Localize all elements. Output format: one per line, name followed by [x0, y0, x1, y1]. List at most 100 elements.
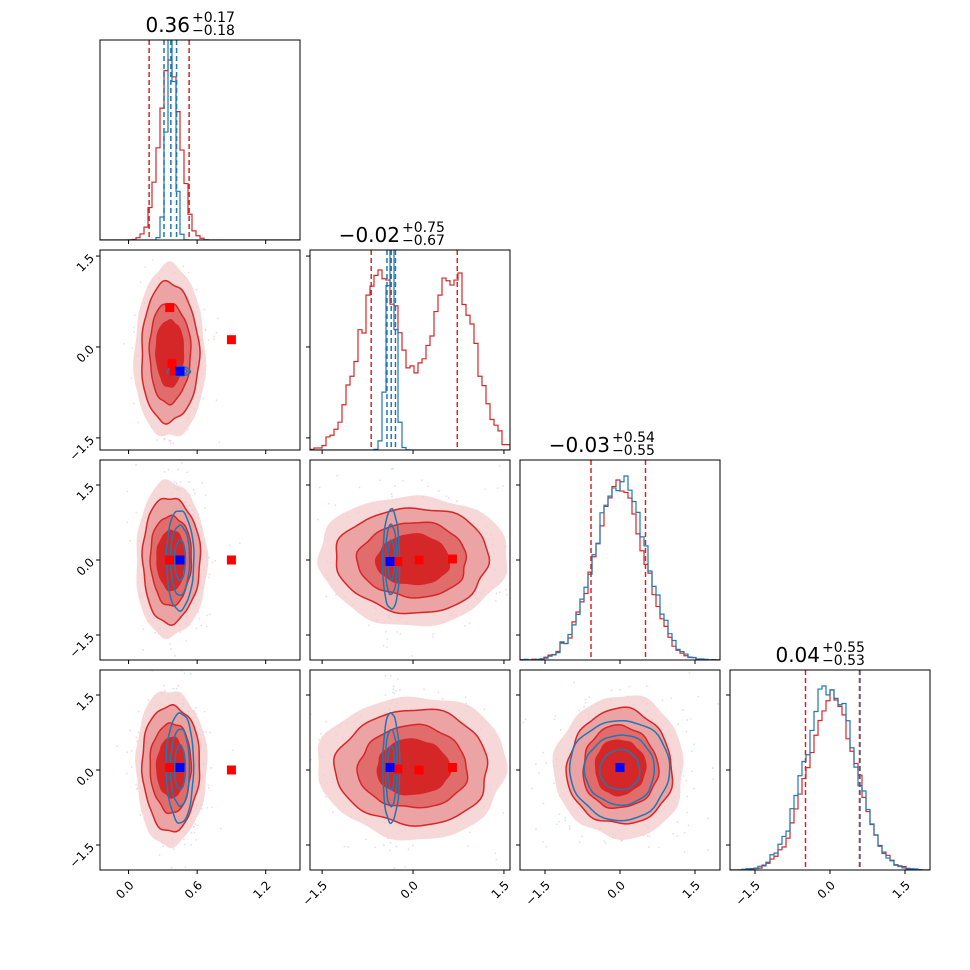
panel-2d-1-0: [123, 242, 236, 445]
posterior-sample-point: [130, 749, 133, 752]
reference-sample-point: [392, 688, 395, 691]
reference-sample-point: [205, 614, 208, 617]
posterior-sample-point: [318, 738, 320, 741]
posterior-sample-point: [174, 242, 176, 244]
posterior-sample-point: [522, 777, 524, 779]
y-tick-label: 1.5: [74, 251, 97, 274]
posterior-sample-point: [126, 490, 129, 493]
reference-contour-line: [166, 365, 192, 377]
posterior-sample-point: [343, 845, 346, 848]
y-tick-label: 1.5: [74, 690, 97, 713]
posterior-sample-point: [116, 745, 119, 748]
x-tick-label: −1.5: [733, 878, 764, 909]
posterior-sample-point: [188, 480, 191, 483]
reference-sample-point: [384, 631, 387, 633]
posterior-sample-point: [214, 559, 217, 562]
reference-sample-point: [588, 696, 591, 698]
posterior-sample-point: [584, 698, 587, 701]
posterior-sample-point: [583, 705, 586, 708]
reference-sample-point: [393, 867, 396, 870]
posterior-sample-point: [155, 439, 158, 441]
reference-sample-point: [399, 688, 401, 691]
posterior-sample-point: [168, 439, 171, 442]
reference-contour-line: [382, 711, 401, 825]
panel-2d-3-0: [116, 670, 236, 877]
posterior-sample-point: [347, 846, 349, 848]
reference-sample-point: [394, 689, 397, 692]
posterior-contour-line: [333, 708, 489, 827]
posterior-sample-point: [277, 552, 279, 554]
reference-sample-point: [200, 807, 203, 810]
posterior-sample-point: [374, 846, 377, 849]
posterior-sample-point: [392, 685, 395, 688]
posterior-sample-point: [133, 330, 135, 333]
reference-sample-point: [542, 751, 544, 754]
reference-contour-line: [384, 523, 399, 596]
reference-sample-point: [384, 674, 387, 677]
posterior-histogram-2: [520, 479, 720, 660]
panel-title-3: 0.04 +0.55−0.53: [775, 640, 864, 669]
y-tick-label: −1.5: [67, 630, 98, 661]
posterior-sample-point: [132, 402, 135, 405]
red-square-marker: [165, 303, 175, 313]
posterior-sample-point: [135, 783, 137, 786]
posterior-sample-point: [465, 702, 468, 705]
reference-contour-line: [173, 539, 187, 581]
title-minus-error: −0.55: [612, 443, 655, 459]
posterior-sample-point: [183, 843, 186, 846]
posterior-sample-point: [445, 495, 448, 498]
posterior-sample-point: [288, 767, 290, 769]
posterior-sample-point: [537, 588, 539, 590]
reference-sample-point: [205, 625, 208, 628]
panel-title-2: −0.03 +0.54−0.55: [549, 430, 655, 459]
posterior-sample-point: [495, 858, 498, 861]
panel-title-0: 0.36 +0.17−0.18: [145, 10, 234, 39]
y-tick-label: −1.5: [67, 840, 98, 871]
posterior-sample-point: [180, 875, 182, 877]
posterior-sample-point: [603, 840, 606, 843]
reference-sample-point: [395, 845, 398, 848]
reference-sample-point: [524, 718, 527, 721]
posterior-sample-point: [464, 696, 467, 699]
posterior-sample-point: [502, 485, 504, 487]
hist-1d-1: [310, 250, 510, 450]
posterior-sample-point: [526, 762, 528, 764]
red-square-marker: [414, 765, 424, 775]
posterior-histogram-1: [310, 269, 510, 450]
red-square-marker: [226, 335, 236, 345]
posterior-sample-point: [325, 720, 328, 723]
posterior-sample-point: [207, 784, 210, 787]
reference-sample-point: [407, 848, 410, 851]
panel-2d-2-1: [277, 465, 539, 665]
posterior-sample-point: [595, 877, 597, 879]
posterior-sample-point: [645, 685, 648, 687]
reference-sample-point: [183, 838, 185, 841]
reference-sample-point: [401, 479, 404, 482]
posterior-sample-point: [336, 664, 338, 666]
posterior-contour-line: [155, 736, 186, 799]
posterior-sample-point: [646, 835, 649, 837]
posterior-sample-point: [219, 827, 222, 830]
posterior-sample-point: [558, 813, 561, 816]
posterior-contour-line: [140, 704, 201, 833]
reference-sample-point: [394, 663, 396, 665]
posterior-sample-point: [129, 729, 131, 732]
reference-contour-line: [381, 507, 401, 610]
reference-sample-point: [584, 701, 587, 704]
posterior-sample-point: [158, 854, 161, 856]
posterior-sample-point: [208, 573, 211, 576]
posterior-sample-point: [141, 452, 143, 454]
reference-sample-point: [201, 482, 204, 484]
posterior-sample-point: [147, 699, 150, 702]
posterior-sample-point: [427, 485, 430, 488]
posterior-sample-point: [213, 338, 216, 341]
reference-sample-point: [382, 644, 385, 647]
y-tick-label: 0.0: [74, 555, 97, 578]
posterior-sample-point: [130, 377, 133, 380]
posterior-sample-point: [610, 689, 613, 692]
posterior-sample-point: [672, 832, 674, 835]
posterior-sample-point: [182, 265, 185, 268]
posterior-sample-point: [142, 628, 145, 631]
posterior-contour-line: [141, 497, 202, 626]
